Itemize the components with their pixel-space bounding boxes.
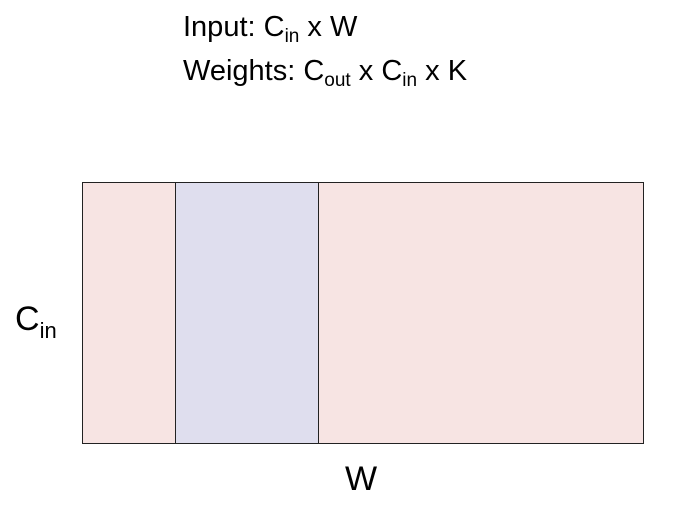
channel-axis-main: C xyxy=(15,300,40,338)
weights-shape-text: Weights: Cout x Cin x K xyxy=(183,53,468,91)
input-shape-suffix: x W xyxy=(299,11,358,43)
width-axis-label: W xyxy=(345,460,378,498)
input-shape-subscript: in xyxy=(284,26,300,47)
input-shape-text: Input: Cin x W xyxy=(183,9,358,47)
weights-in-subscript: in xyxy=(402,70,418,91)
channel-axis-subscript: in xyxy=(39,318,57,343)
weights-shape-middle: x C xyxy=(350,55,403,87)
channel-axis-label: Cin xyxy=(15,299,57,342)
weights-shape-suffix: x K xyxy=(417,55,468,87)
input-shape-prefix: Input: C xyxy=(183,11,285,43)
weights-out-subscript: out xyxy=(324,70,351,91)
kernel-window-rectangle xyxy=(175,182,319,444)
input-tensor-rectangle xyxy=(82,182,644,444)
weights-shape-prefix: Weights: C xyxy=(183,55,325,87)
